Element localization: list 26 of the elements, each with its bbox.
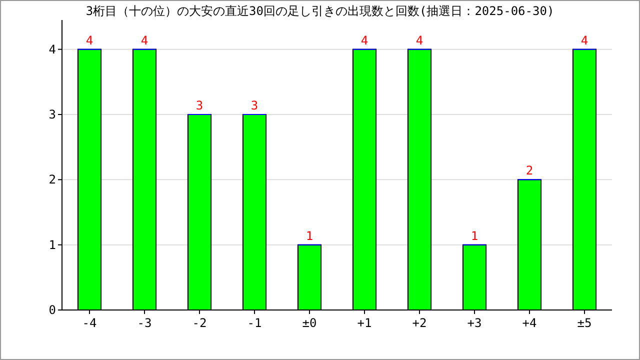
- data-label: 4: [416, 33, 424, 48]
- y-tick-label: 4: [48, 42, 56, 56]
- data-label: 4: [140, 33, 148, 48]
- y-tick-label: 0: [48, 303, 56, 317]
- data-label: 4: [86, 33, 94, 48]
- y-tick-label: 3: [48, 107, 56, 122]
- data-label: 4: [360, 33, 368, 48]
- x-tick-label: -1: [247, 316, 262, 330]
- data-label: 1: [470, 228, 478, 243]
- data-label: 3: [196, 98, 204, 112]
- y-tick-label: 2: [48, 172, 56, 187]
- x-tick-label: -3: [137, 316, 152, 330]
- data-label: 3: [250, 98, 258, 112]
- x-tick-label: +3: [467, 316, 482, 330]
- data-label: 4: [580, 33, 588, 48]
- chart-title: 3桁目（十の位）の大安の直近30回の足し引きの出現数と回数(抽選日：2025-06-30): [86, 4, 554, 18]
- data-label: 2: [526, 164, 534, 178]
- x-tick-label: ±0: [302, 316, 317, 330]
- x-tick-label: +1: [357, 316, 372, 330]
- data-label: 1: [306, 228, 314, 243]
- x-tick-label: +4: [522, 316, 537, 330]
- y-tick-label: 1: [48, 238, 56, 252]
- x-tick-label: -4: [82, 316, 97, 330]
- x-tick-label: ±5: [577, 316, 592, 330]
- x-tick-label: -2: [192, 316, 207, 330]
- x-tick-label: +2: [412, 316, 427, 330]
